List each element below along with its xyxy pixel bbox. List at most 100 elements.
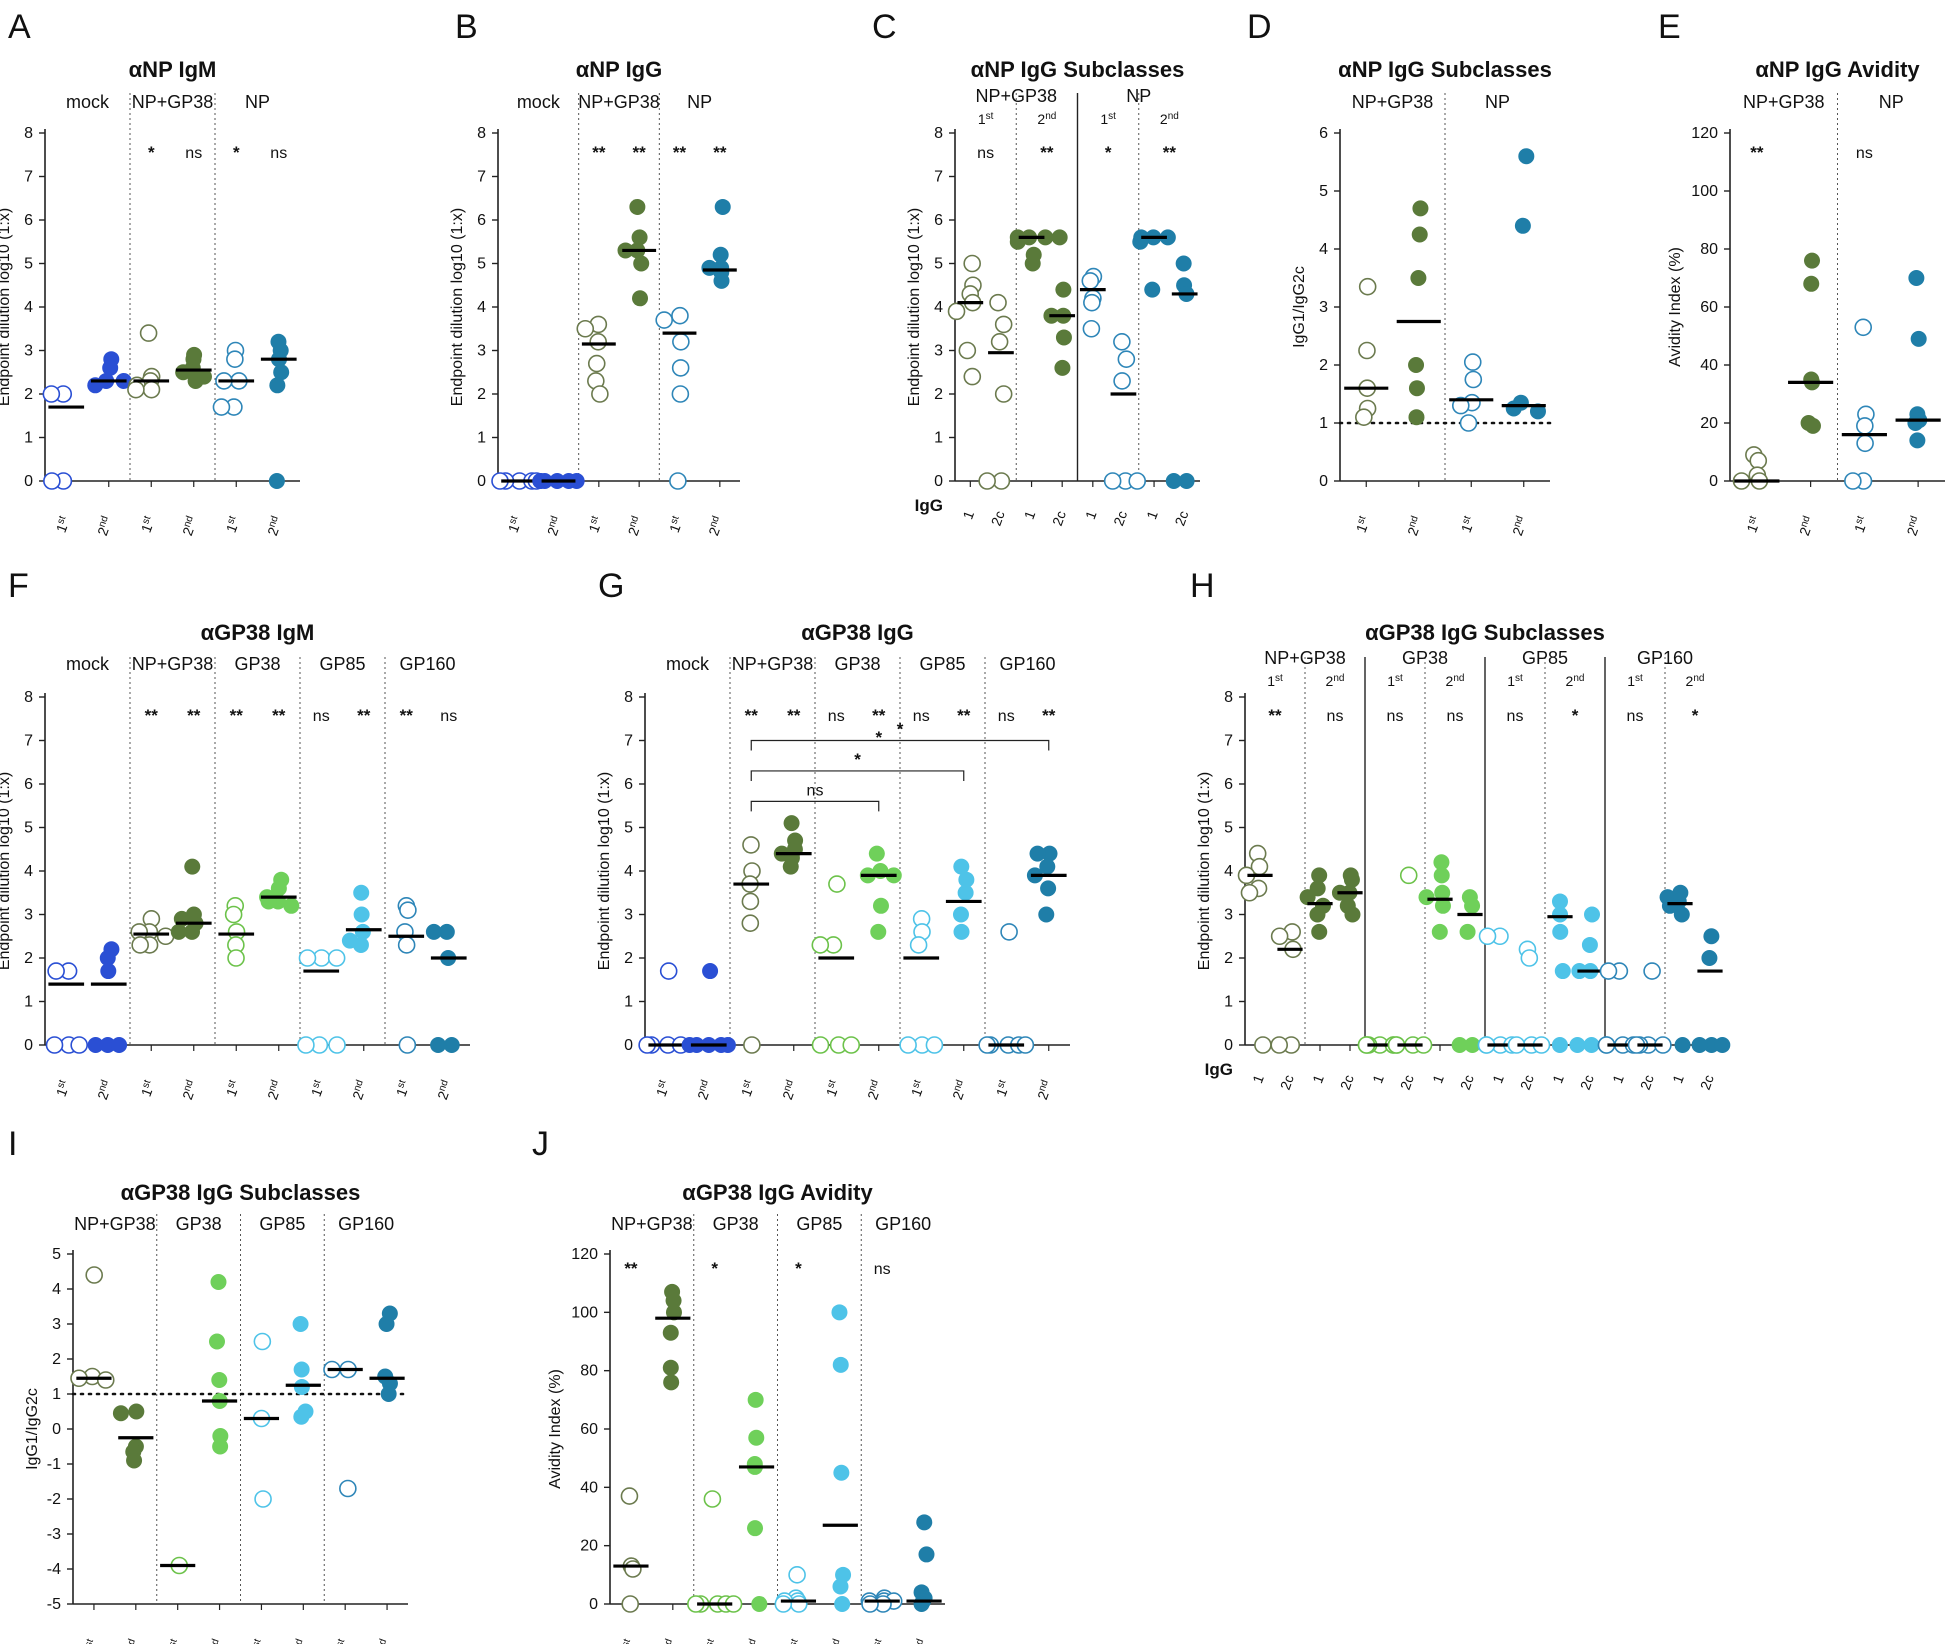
group-label: GP38 [234,654,280,674]
data-point [1854,318,1873,337]
y-axis-label: Endpoint dilution log10 (1:x) [906,208,923,406]
subgroup-label: 2nd [1446,673,1465,690]
data-point [297,1036,315,1054]
significance-mark: ns [913,708,930,725]
series-gp38-1st [160,1556,196,1575]
y-tick-label: 5 [1319,183,1328,200]
y-tick-label: 3 [934,343,943,360]
x-tick-label: 2c [1577,1073,1597,1092]
x-tick-label: 1 [1249,1072,1267,1085]
y-tick-label: 100 [1691,183,1718,200]
data-point [1358,277,1377,296]
significance-mark: ** [272,706,286,725]
y-tick-label: 2 [477,386,486,403]
group-label: GP85 [796,1214,842,1234]
series-gp38-1st [687,1490,743,1613]
series-np-gp38-1st [1344,277,1389,427]
series-np-gp38-1st [733,836,770,1054]
y-tick-label: 7 [624,733,633,750]
y-tick-label: 7 [24,169,33,186]
data-point [788,1566,806,1584]
panel-title: αGP38 IgG Subclasses [1365,620,1605,645]
significance-mark: ** [145,706,159,725]
series-np-gp38-1st [130,910,175,954]
x-tick-label: 1st [992,1078,1013,1098]
significance-mark: ns [1856,145,1873,162]
x-tick-label: 1st [331,1637,352,1644]
series-mock-1st [42,385,85,490]
x-tick-label: 2nd [1509,514,1531,537]
y-tick-label: 3 [24,907,33,924]
significance-mark: ** [745,706,759,725]
x-tick-label: 2nd [658,1637,680,1644]
data-point [665,1304,682,1321]
series-gp85-2nd [341,884,382,953]
y-tick-label: 8 [1224,689,1233,706]
subgroup-label: 1st [1627,673,1643,690]
data-point [1583,1037,1600,1053]
group-label: mock [66,92,110,112]
data-point [624,1560,642,1578]
y-tick-label: 4 [52,1281,61,1298]
x-tick-label: 2nd [121,1637,143,1644]
data-point [1411,226,1428,243]
y-tick-label: 7 [1224,733,1233,750]
data-point [1431,923,1448,940]
data-point [1803,275,1820,292]
x-tick-label: 1 [1143,508,1161,521]
x-tick-label: 2nd [179,514,201,537]
y-tick-label: -5 [47,1596,61,1613]
group-label: NP+GP38 [1264,648,1346,668]
series-np-gp38-2nd-igg1 [1009,229,1054,272]
data-point [1844,472,1862,490]
panel-title: αGP38 IgG Avidity [682,1180,873,1205]
data-point [1113,372,1131,390]
group-label: GP160 [999,654,1055,674]
y-tick-label: 3 [1224,907,1233,924]
y-tick-label: 5 [934,256,943,273]
data-point [399,901,417,919]
significance-mark: ns [313,708,330,725]
series-np-gp38-2nd [170,858,212,940]
subgroup-label: 2nd [1037,111,1056,128]
y-tick-label: 0 [1224,1037,1233,1054]
data-point [293,1408,310,1425]
data-point [353,884,370,901]
x-tick-label: 1 [1021,508,1039,521]
x-tick-label: 1st [1457,514,1478,534]
data-point [1569,1037,1586,1053]
data-point [1408,357,1425,373]
significance-mark: ** [787,706,801,725]
x-tick-label: 2c [1110,509,1130,528]
significance-mark: ** [1268,706,1282,725]
series-mock-2nd [87,351,132,394]
data-point [741,914,760,933]
y-axis-label: Endpoint dilution log10 (1:x) [1196,772,1213,970]
series-gp38-2nd [259,871,300,914]
data-point [1051,229,1068,246]
group-label: GP38 [176,1214,222,1234]
series-np-gp38-2nd [617,198,657,307]
y-axis-label: Endpoint dilution log10 (1:x) [596,772,613,970]
x-tick-label: 2c [1517,1073,1537,1092]
data-point [713,272,730,289]
data-point [632,290,649,307]
data-point [947,302,966,321]
y-axis-label: IgG1/IgG2c [24,1388,41,1470]
panel-title: αGP38 IgG [801,620,914,645]
data-point [111,1037,128,1053]
significance-mark: * [711,1259,718,1278]
series-np-1st [212,341,255,416]
panel-letter: B [455,8,478,46]
data-point [1701,950,1718,966]
data-point [1459,414,1478,432]
data-point [1749,451,1768,470]
x-tick-label: 1st [665,514,686,534]
x-tick-label: 1st [822,1078,843,1098]
data-point [184,858,201,875]
data-point [783,815,800,832]
x-tick-label: 2nd [372,1637,394,1644]
significance-mark: ns [1387,708,1404,725]
panel-letter: H [1190,567,1215,605]
